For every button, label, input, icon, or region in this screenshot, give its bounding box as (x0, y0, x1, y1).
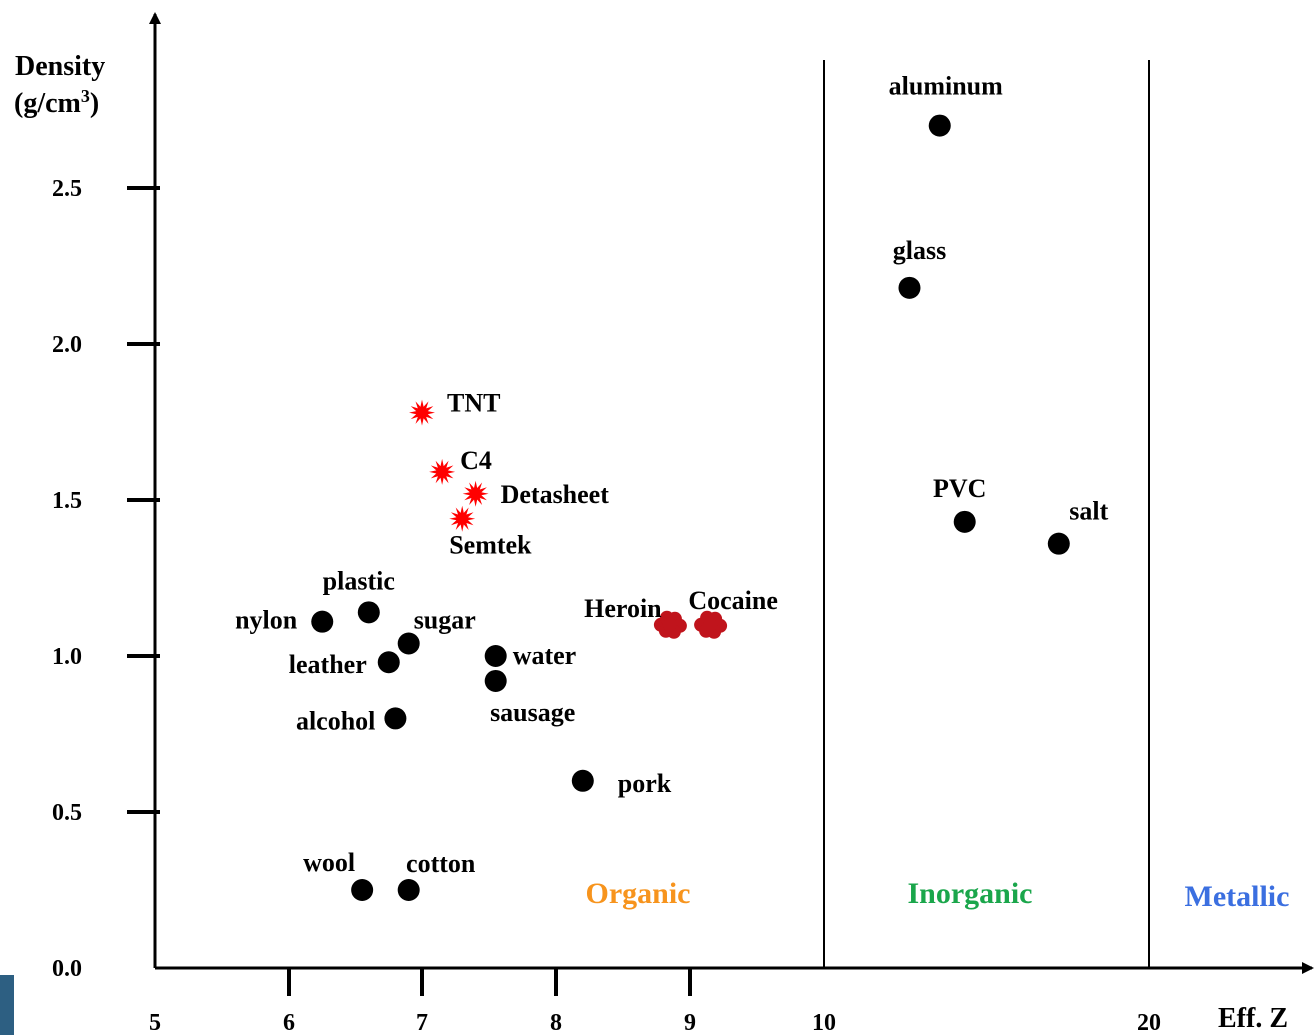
region-label-inorganic: Inorganic (907, 877, 1032, 910)
point-label-water: water (513, 641, 577, 670)
y-tick-label: 0.5 (52, 800, 82, 826)
point-label-cocaine: Cocaine (688, 586, 778, 615)
y-tick-label: 0.0 (52, 956, 82, 982)
x-tick-label: 9 (684, 1010, 696, 1035)
y-tick-label: 1.5 (52, 488, 82, 514)
point-plastic (357, 601, 380, 624)
point-label-plastic: plastic (323, 566, 395, 595)
region-boundaries (823, 60, 1150, 968)
point-label-aluminum: aluminum (889, 72, 1003, 101)
point-label-glass: glass (893, 236, 946, 265)
point-nylon (311, 610, 334, 633)
point-label-leather: leather (289, 650, 367, 679)
point-semtek (449, 505, 476, 532)
point-heroin (653, 610, 687, 639)
point-water (484, 645, 507, 667)
data-points: nylon plastic sugar leather alcohol water saus… (235, 72, 1109, 901)
x-tick-label: 5 (149, 1010, 161, 1035)
point-aluminum (928, 114, 951, 137)
point-pork (571, 769, 594, 792)
point-tnt (409, 399, 435, 426)
point-cotton (397, 879, 420, 901)
x-ticks: 5 6 7 8 9 10 20 (149, 968, 1161, 1035)
point-label-wool: wool (303, 848, 355, 877)
point-label-sausage: sausage (490, 698, 575, 727)
point-leather (377, 651, 400, 674)
region-label-organic: Organic (586, 877, 691, 910)
point-label-detasheet: Detasheet (501, 480, 610, 509)
point-label-c4: C4 (460, 446, 492, 475)
x-tick-label: 7 (416, 1010, 428, 1035)
y-axis-title-line2: (g/cm3) (14, 86, 99, 119)
point-label-pork: pork (618, 769, 672, 798)
point-wool (351, 879, 374, 901)
point-sugar (397, 632, 420, 655)
point-label-alcohol: alcohol (296, 706, 375, 735)
point-label-nylon: nylon (235, 606, 298, 635)
point-pvc (953, 510, 976, 533)
point-label-tnt: TNT (447, 389, 500, 418)
y-ticks: 0.0 0.5 1.0 1.5 2.0 2.5 (52, 176, 160, 982)
region-labels: Organic Inorganic Metallic (586, 877, 1290, 913)
point-cocaine (694, 610, 728, 639)
point-glass (898, 276, 921, 299)
y-axis-title-line1: Density (15, 51, 105, 82)
point-detasheet (462, 480, 489, 507)
region-label-metallic: Metallic (1185, 880, 1290, 913)
x-axis-title: Eff. Z (1218, 1003, 1288, 1034)
point-label-salt: salt (1069, 497, 1108, 526)
x-tick-label: 10 (812, 1010, 836, 1035)
point-c4 (429, 458, 456, 485)
x-tick-label: 6 (283, 1010, 295, 1035)
x-tick-label: 20 (1137, 1010, 1161, 1035)
y-tick-label: 2.5 (52, 176, 82, 202)
y-tick-label: 2.0 (52, 332, 82, 358)
point-label-semtek: Semtek (449, 531, 532, 560)
y-tick-label: 1.0 (52, 644, 82, 670)
x-tick-label: 8 (550, 1010, 562, 1035)
point-label-heroin: Heroin (584, 594, 662, 623)
point-salt (1047, 532, 1070, 555)
point-sausage (484, 669, 507, 692)
point-label-sugar: sugar (414, 606, 476, 635)
point-label-pvc: PVC (933, 474, 986, 503)
point-label-cotton: cotton (406, 849, 476, 878)
slide-corner-tab (0, 975, 14, 1035)
point-alcohol (384, 707, 407, 730)
